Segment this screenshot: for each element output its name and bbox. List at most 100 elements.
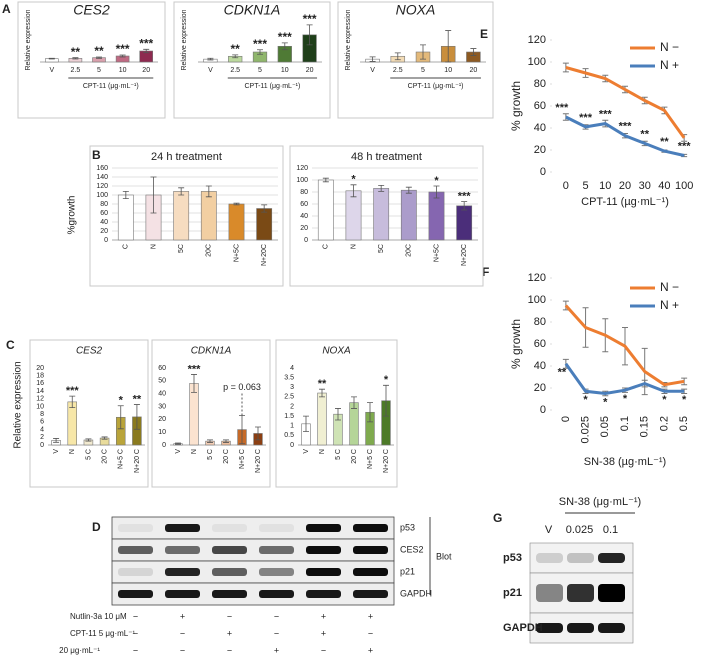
y-tick-label: 100 bbox=[296, 177, 308, 184]
x-tick-label: N+20C bbox=[461, 244, 468, 266]
series-line bbox=[565, 115, 685, 157]
blot-band bbox=[536, 584, 563, 602]
legend-label: N − bbox=[660, 40, 679, 54]
error-bar bbox=[433, 185, 440, 199]
condition-sign: + bbox=[368, 645, 373, 655]
panel-letter: E bbox=[480, 27, 488, 41]
y-tick-label: 40 bbox=[300, 213, 308, 220]
condition-sign: − bbox=[133, 611, 138, 621]
y-tick-label: 0 bbox=[104, 237, 108, 244]
y-tick-label: 40 bbox=[100, 219, 108, 226]
significance: * bbox=[351, 174, 356, 186]
blot-strip bbox=[111, 516, 395, 540]
x-tick-label: 10 bbox=[599, 180, 611, 192]
panel-frame bbox=[337, 1, 494, 119]
bar bbox=[456, 205, 473, 241]
error-bar bbox=[48, 57, 55, 60]
x-axis-label: CPT-11 (μg·mL⁻¹) bbox=[408, 83, 464, 90]
error-bar bbox=[191, 374, 197, 393]
error-bar bbox=[72, 57, 79, 60]
significance: *** bbox=[555, 102, 569, 114]
condition-label: 20 μg·mL⁻¹ bbox=[59, 646, 100, 655]
condition-sign: − bbox=[180, 628, 185, 638]
blot-row-label: p21 bbox=[503, 587, 522, 599]
significance: ** bbox=[318, 378, 327, 390]
y-tick-label: 20 bbox=[534, 144, 546, 156]
bar bbox=[228, 203, 245, 241]
condition-sign: − bbox=[227, 645, 232, 655]
blot-band bbox=[165, 546, 200, 554]
panel-frame bbox=[275, 339, 398, 488]
y-tick-label: 0 bbox=[540, 404, 546, 416]
bar bbox=[317, 392, 327, 446]
y-tick-label: 80 bbox=[300, 189, 308, 196]
x-tick-label: 0.2 bbox=[658, 416, 670, 431]
significance: *** bbox=[278, 30, 292, 44]
error-bar bbox=[470, 48, 477, 56]
error-bar bbox=[378, 185, 385, 192]
x-tick-label: 0 bbox=[560, 416, 572, 422]
blot-band bbox=[598, 623, 625, 633]
error-bar bbox=[69, 395, 76, 409]
significance: *** bbox=[188, 363, 202, 375]
y-tick-label: 60 bbox=[534, 338, 546, 350]
blot-band bbox=[212, 568, 247, 576]
y-tick-label: 10 bbox=[158, 429, 166, 436]
blot-band bbox=[212, 590, 247, 598]
condition-sign: − bbox=[227, 611, 232, 621]
error-bar bbox=[562, 113, 569, 121]
significance: *** bbox=[253, 37, 267, 51]
blot-title: SN-38 (μg·mL⁻¹) bbox=[559, 496, 641, 508]
panel-letter: G bbox=[493, 511, 502, 525]
panel-frame bbox=[151, 339, 271, 488]
bar bbox=[428, 191, 445, 241]
x-axis-label: CPT-11 (μg·mL⁻¹) bbox=[83, 83, 139, 90]
y-tick-label: 2 bbox=[290, 403, 294, 410]
bar bbox=[349, 402, 359, 446]
error-bar bbox=[319, 388, 325, 398]
x-tick-label: 20 C bbox=[351, 449, 358, 464]
y-axis-label: Relative expression bbox=[181, 9, 188, 70]
error-bar bbox=[223, 439, 229, 443]
error-bar bbox=[303, 415, 309, 432]
y-axis-label: % growth bbox=[509, 81, 523, 131]
y-tick-label: 3 bbox=[290, 384, 294, 391]
blot-band bbox=[598, 553, 625, 563]
x-tick-label: 2.5 bbox=[393, 67, 403, 74]
x-tick-label: V bbox=[53, 449, 60, 454]
blot-band bbox=[259, 590, 294, 598]
error-bar bbox=[350, 184, 357, 198]
error-bar bbox=[233, 202, 240, 206]
error-bar bbox=[445, 30, 452, 63]
error-bar bbox=[461, 201, 468, 211]
bar bbox=[67, 401, 77, 446]
blot-band bbox=[353, 568, 388, 576]
blot-row-label: p21 bbox=[400, 566, 415, 576]
x-tick-label: 5C bbox=[378, 244, 385, 253]
y-axis-label: % growth bbox=[509, 319, 523, 369]
lane-label: V bbox=[545, 524, 553, 536]
blot-band bbox=[118, 546, 153, 554]
error-bar bbox=[175, 442, 181, 445]
blot-band bbox=[165, 524, 200, 532]
y-tick-label: 1.5 bbox=[284, 413, 294, 420]
error-bar bbox=[178, 187, 185, 196]
x-tick-label: N+20C bbox=[261, 244, 268, 266]
condition-sign: + bbox=[227, 628, 232, 638]
significance: ** bbox=[231, 42, 241, 56]
y-tick-label: 60 bbox=[158, 365, 166, 372]
y-axis-label: Relative expression bbox=[345, 9, 352, 70]
bar bbox=[317, 179, 334, 241]
y-tick-label: 30 bbox=[158, 403, 166, 410]
y-tick-label: 20 bbox=[100, 228, 108, 235]
x-tick-label: C bbox=[123, 244, 130, 249]
panel-frame bbox=[17, 1, 166, 119]
y-tick-label: 80 bbox=[534, 78, 546, 90]
significance: *** bbox=[303, 12, 317, 26]
x-tick-label: 5 bbox=[421, 67, 425, 74]
legend-label: N + bbox=[660, 298, 679, 312]
condition-sign: − bbox=[368, 628, 373, 638]
x-tick-label: 100 bbox=[675, 180, 693, 192]
x-tick-label: N+5 C bbox=[118, 449, 125, 469]
y-tick-label: 120 bbox=[96, 183, 108, 190]
